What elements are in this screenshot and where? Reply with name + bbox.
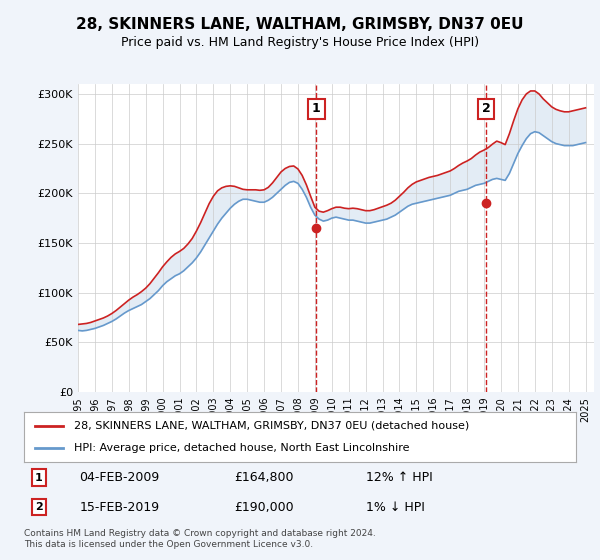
Text: 2: 2 (482, 102, 490, 115)
Text: 1: 1 (312, 102, 321, 115)
Text: 04-FEB-2009: 04-FEB-2009 (79, 471, 160, 484)
Text: 28, SKINNERS LANE, WALTHAM, GRIMSBY, DN37 0EU (detached house): 28, SKINNERS LANE, WALTHAM, GRIMSBY, DN3… (74, 421, 469, 431)
Text: £164,800: £164,800 (234, 471, 293, 484)
Text: 1: 1 (35, 473, 43, 483)
Text: 28, SKINNERS LANE, WALTHAM, GRIMSBY, DN37 0EU: 28, SKINNERS LANE, WALTHAM, GRIMSBY, DN3… (76, 17, 524, 32)
Text: Price paid vs. HM Land Registry's House Price Index (HPI): Price paid vs. HM Land Registry's House … (121, 36, 479, 49)
Text: 15-FEB-2019: 15-FEB-2019 (79, 501, 160, 514)
Text: 2: 2 (35, 502, 43, 512)
Text: £190,000: £190,000 (234, 501, 293, 514)
Text: 12% ↑ HPI: 12% ↑ HPI (366, 471, 433, 484)
Text: Contains HM Land Registry data © Crown copyright and database right 2024.
This d: Contains HM Land Registry data © Crown c… (24, 529, 376, 549)
Text: 1% ↓ HPI: 1% ↓ HPI (366, 501, 425, 514)
Text: HPI: Average price, detached house, North East Lincolnshire: HPI: Average price, detached house, Nort… (74, 443, 409, 453)
